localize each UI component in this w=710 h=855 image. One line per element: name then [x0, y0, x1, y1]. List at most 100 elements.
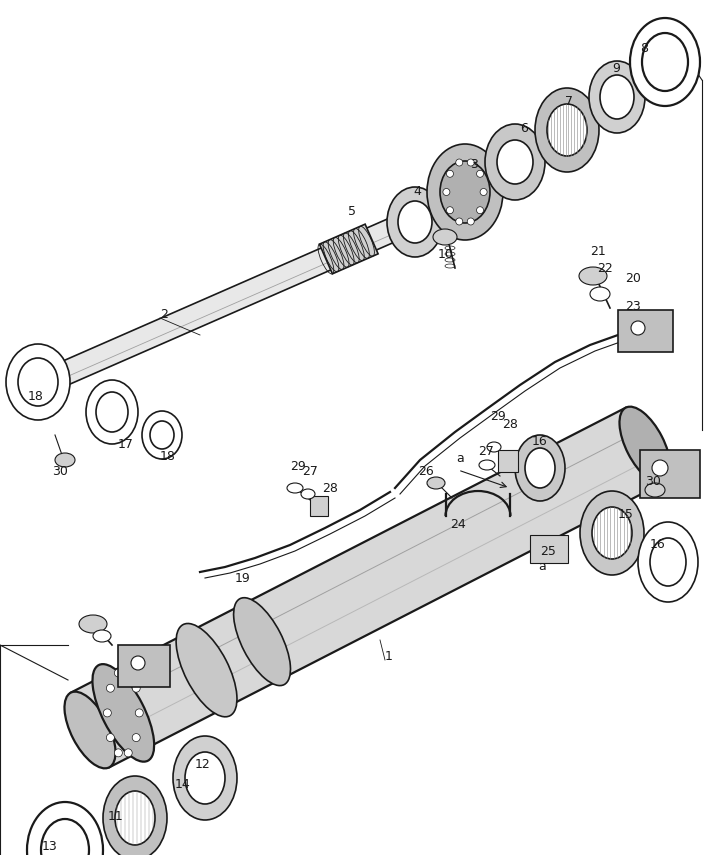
Polygon shape [320, 224, 378, 274]
Circle shape [456, 218, 463, 225]
Ellipse shape [79, 615, 107, 633]
Text: 7: 7 [565, 95, 573, 108]
Ellipse shape [525, 448, 555, 488]
Polygon shape [71, 408, 664, 767]
Ellipse shape [86, 380, 138, 444]
Text: 29: 29 [490, 410, 506, 423]
Circle shape [447, 207, 454, 214]
Text: 20: 20 [625, 272, 641, 285]
Ellipse shape [433, 229, 457, 245]
Text: 19: 19 [235, 572, 251, 585]
Text: 28: 28 [322, 482, 338, 495]
Circle shape [480, 188, 487, 196]
Text: 28: 28 [502, 418, 518, 431]
Text: 15: 15 [618, 508, 634, 521]
Text: 21: 21 [590, 245, 606, 258]
Ellipse shape [580, 491, 644, 575]
FancyBboxPatch shape [118, 645, 170, 687]
Text: 4: 4 [413, 185, 421, 198]
Text: 11: 11 [108, 810, 124, 823]
Ellipse shape [150, 421, 174, 449]
Text: 29: 29 [290, 460, 306, 473]
Ellipse shape [589, 61, 645, 133]
Text: 27: 27 [478, 445, 494, 458]
Ellipse shape [427, 144, 503, 240]
Circle shape [467, 218, 474, 225]
Text: 8: 8 [640, 42, 648, 55]
Text: 13: 13 [42, 840, 58, 853]
Ellipse shape [398, 201, 432, 243]
Ellipse shape [176, 623, 237, 716]
Circle shape [447, 170, 454, 177]
Text: 18: 18 [28, 390, 44, 403]
Ellipse shape [41, 819, 89, 855]
FancyBboxPatch shape [498, 450, 518, 472]
Ellipse shape [497, 140, 533, 184]
Text: 27: 27 [302, 465, 318, 478]
Ellipse shape [592, 507, 632, 559]
Ellipse shape [6, 344, 70, 420]
Text: 24: 24 [450, 518, 466, 531]
FancyBboxPatch shape [640, 450, 700, 498]
FancyBboxPatch shape [310, 496, 328, 516]
Ellipse shape [479, 460, 495, 470]
Ellipse shape [65, 692, 116, 769]
Ellipse shape [173, 736, 237, 820]
Text: 26: 26 [418, 465, 434, 478]
Text: 1: 1 [385, 650, 393, 663]
Ellipse shape [579, 267, 607, 285]
Circle shape [124, 749, 132, 757]
Circle shape [136, 709, 143, 716]
Ellipse shape [590, 287, 610, 301]
Ellipse shape [638, 522, 698, 602]
Text: 2: 2 [160, 308, 168, 321]
Ellipse shape [652, 460, 668, 476]
Circle shape [104, 709, 111, 716]
Text: 12: 12 [195, 758, 211, 771]
Text: 3: 3 [470, 158, 478, 171]
Ellipse shape [631, 321, 645, 335]
Text: 6: 6 [520, 122, 528, 135]
Circle shape [476, 170, 484, 177]
Circle shape [132, 684, 140, 693]
Ellipse shape [18, 358, 58, 406]
Text: 16: 16 [532, 435, 547, 448]
Ellipse shape [620, 407, 670, 483]
FancyBboxPatch shape [618, 310, 673, 352]
Circle shape [476, 207, 484, 214]
Text: 16: 16 [650, 538, 666, 551]
Ellipse shape [515, 435, 565, 501]
Circle shape [106, 684, 114, 693]
Ellipse shape [93, 630, 111, 642]
Ellipse shape [131, 656, 145, 670]
Ellipse shape [92, 664, 154, 762]
Text: 22: 22 [597, 262, 613, 275]
Text: 5: 5 [348, 205, 356, 218]
Circle shape [467, 159, 474, 166]
Text: 17: 17 [118, 438, 134, 451]
Ellipse shape [427, 477, 445, 489]
Circle shape [114, 749, 122, 757]
Ellipse shape [115, 791, 155, 845]
Ellipse shape [642, 33, 688, 91]
Ellipse shape [535, 88, 599, 172]
Ellipse shape [55, 453, 75, 467]
Text: 9: 9 [612, 62, 620, 75]
Text: 30: 30 [645, 475, 661, 488]
FancyBboxPatch shape [530, 535, 568, 563]
Ellipse shape [487, 442, 501, 452]
Ellipse shape [387, 187, 443, 257]
Ellipse shape [645, 483, 665, 497]
Polygon shape [33, 174, 500, 396]
Ellipse shape [287, 483, 303, 493]
Text: 25: 25 [540, 545, 556, 558]
Circle shape [106, 734, 114, 741]
Ellipse shape [234, 598, 290, 686]
Text: a: a [538, 560, 546, 573]
Ellipse shape [96, 392, 128, 432]
Text: 10: 10 [438, 248, 454, 261]
Circle shape [443, 188, 450, 196]
Ellipse shape [185, 752, 225, 804]
Ellipse shape [485, 124, 545, 200]
Circle shape [124, 669, 132, 677]
